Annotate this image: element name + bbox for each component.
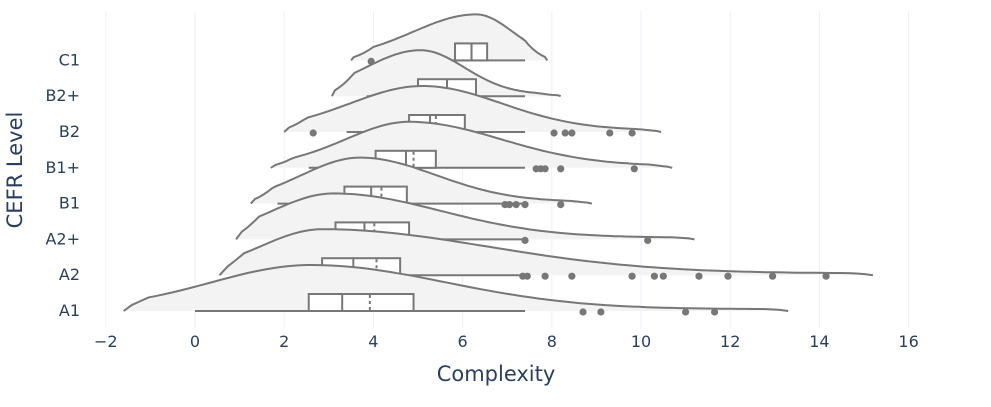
kde-outline	[218, 228, 874, 277]
x-tick-label: 0	[190, 332, 200, 351]
violin-plot-area	[123, 13, 874, 316]
y-tick-label: C1	[59, 50, 80, 69]
outlier-point	[523, 272, 531, 280]
outlier-point	[505, 201, 514, 209]
outlier-point	[630, 165, 638, 173]
box	[307, 293, 415, 312]
outlier-point	[606, 129, 614, 137]
x-tick-label: 14	[809, 332, 829, 351]
outlier-point	[597, 308, 605, 316]
x-tick-label: 4	[368, 332, 378, 351]
outlier-point	[579, 308, 587, 316]
outlier-point	[710, 308, 719, 316]
outlier-point	[628, 272, 636, 280]
outlier-point	[768, 272, 777, 280]
y-tick-label: B1+	[45, 158, 80, 177]
kde-outline	[250, 156, 593, 205]
outlier-point	[521, 236, 529, 244]
y-tick-label: A2+	[45, 229, 80, 248]
outlier-point	[309, 129, 317, 137]
outlier-point	[644, 236, 652, 244]
x-tick-label: 10	[631, 332, 651, 351]
outlier-point	[521, 201, 529, 209]
x-axis-tick-labels: −2 0 2 4 6 8 10 12 14 16	[94, 332, 919, 351]
kde-outline	[331, 49, 562, 98]
outlier-point	[561, 129, 569, 137]
outlier-point	[512, 201, 520, 209]
kde-outline	[123, 264, 789, 312]
y-tick-label: B1	[59, 194, 80, 213]
outlier-point	[568, 129, 576, 137]
x-tick-label: 2	[279, 332, 289, 351]
x-tick-label: 16	[898, 332, 918, 351]
x-tick-label: 6	[458, 332, 468, 351]
outlier-point	[822, 272, 830, 280]
y-tick-label: B2	[59, 122, 80, 141]
x-tick-label: −2	[94, 332, 118, 351]
x-tick-label: 8	[547, 332, 557, 351]
outlier-point	[550, 129, 558, 137]
outlier-point	[568, 272, 576, 280]
y-axis-tick-labels: C1 B2+ B2 B1+ B1 A2+ A2 A1	[45, 50, 80, 320]
outlier-point	[628, 129, 636, 137]
outlier-point	[650, 272, 658, 280]
outlier-point	[541, 272, 549, 280]
kde-outline	[235, 192, 695, 241]
kde-outline	[270, 120, 673, 169]
y-tick-label: A2	[59, 265, 80, 284]
outlier-point	[659, 272, 667, 280]
outlier-point	[541, 165, 549, 173]
outlier-point	[557, 165, 565, 173]
violin-A1	[123, 264, 789, 316]
outlier-point	[557, 201, 565, 209]
x-tick-label: 12	[720, 332, 740, 351]
x-axis-title: Complexity	[437, 362, 556, 386]
y-tick-label: B2+	[45, 86, 80, 105]
violin-C1	[350, 13, 549, 65]
outlier-point	[695, 272, 703, 280]
kde-outline	[350, 13, 549, 62]
y-axis-title: CEFR Level	[3, 112, 27, 229]
outlier-point	[724, 272, 732, 280]
kde-outline	[283, 85, 662, 133]
y-tick-label: A1	[59, 301, 80, 320]
outlier-point	[682, 308, 690, 316]
